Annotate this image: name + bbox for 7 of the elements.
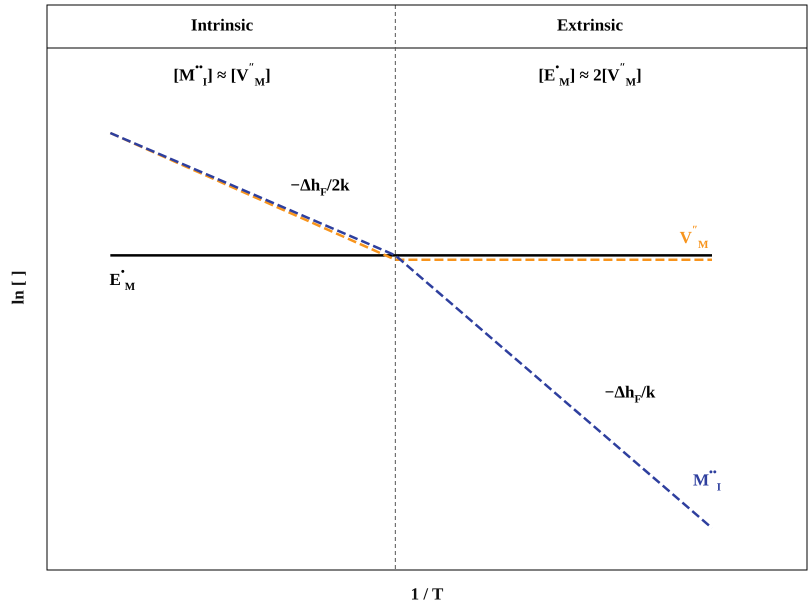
- series-label: M••I: [692, 466, 722, 494]
- series-label: E•M: [110, 266, 136, 293]
- x-axis-title: 1 / T: [410, 584, 444, 604]
- y-axis-title: ln [ ]: [8, 270, 28, 304]
- text: Intrinsic: [190, 16, 254, 34]
- text: Extrinsic: [556, 16, 624, 34]
- series-label: V″M: [680, 224, 709, 252]
